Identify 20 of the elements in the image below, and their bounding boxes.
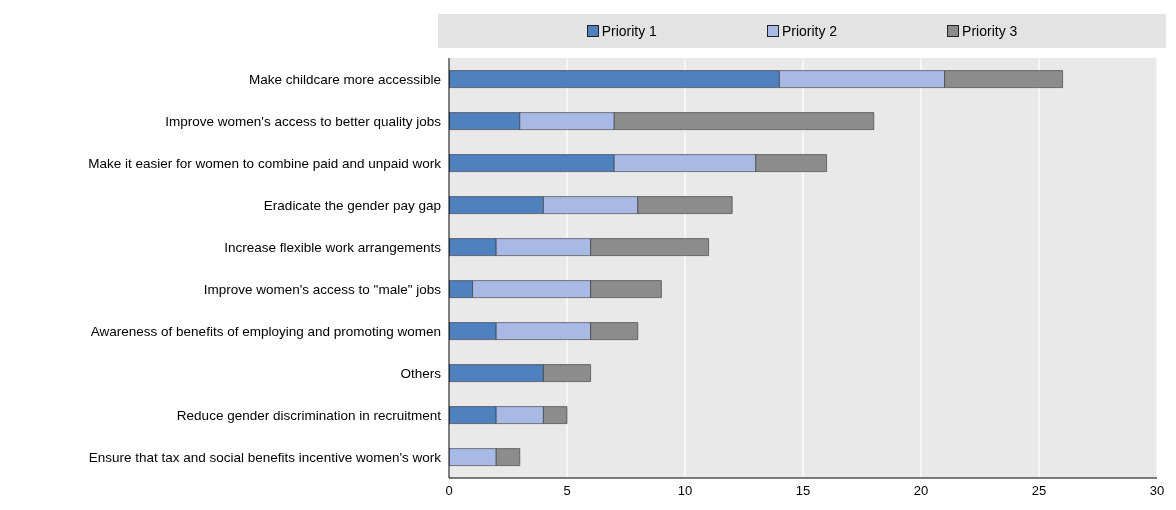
y-tick-label: Eradicate the gender pay gap — [263, 197, 441, 213]
legend-label: Priority 2 — [781, 23, 838, 39]
y-tick-label: Improve women's access to better quality jobs — [165, 113, 442, 129]
x-tick-label: 20 — [913, 483, 929, 499]
y-tick-label: Awareness of benefits of employing and promoting women — [90, 323, 441, 339]
y-tick-label: Increase flexible work arrangements — [224, 239, 442, 255]
y-tick-label: Ensure that tax and social benefits incentive women's work — [88, 449, 442, 465]
x-tick-label: 25 — [1031, 483, 1047, 499]
x-tick-label: 0 — [445, 483, 453, 499]
legend-label: Priority 1 — [601, 23, 657, 39]
y-tick-label: Reduce gender discrimination in recruitment — [176, 407, 442, 423]
y-tick-label: Others — [400, 365, 442, 381]
x-tick-label: 15 — [795, 483, 811, 499]
legend-label: Priority 3 — [962, 23, 1018, 39]
x-tick-label: 10 — [677, 483, 693, 499]
x-tick-label: 5 — [563, 483, 571, 499]
x-tick-label: 30 — [1149, 483, 1165, 499]
y-tick-label: Improve women's access to "male" jobs — [203, 281, 442, 297]
y-tick-label: Make it easier for women to combine paid and unpaid work — [88, 155, 442, 171]
y-tick-label: Make childcare more accessible — [248, 71, 441, 87]
